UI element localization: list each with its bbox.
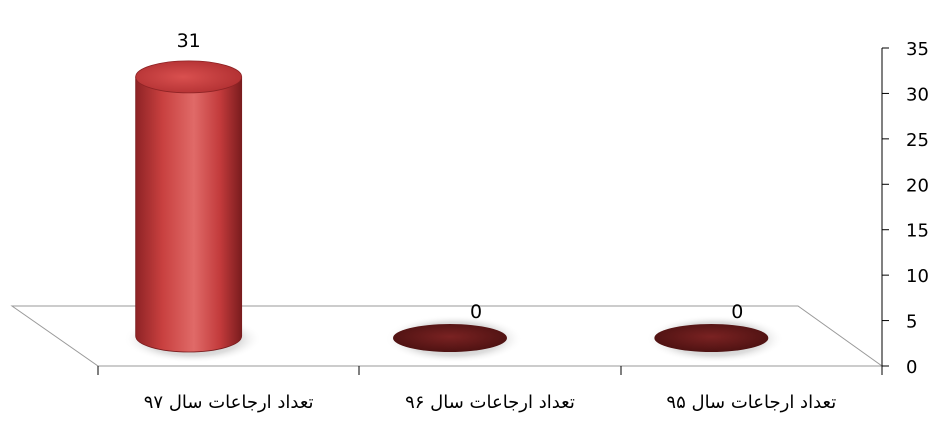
y-axis-ticks: 0 5 10 15 20 25 30 35: [882, 39, 929, 378]
y-tick-label: 30: [906, 84, 929, 105]
bar-empty-disc: [393, 324, 507, 352]
category-label: تعداد ارجاعات سال ۹۵: [666, 392, 836, 413]
data-label: 31: [177, 30, 201, 52]
bars-group: [124, 61, 785, 363]
category-label: تعداد ارجاعات سال ۹۶: [405, 392, 575, 413]
bar-cylinder: [136, 77, 242, 352]
category-label: تعداد ارجاعات سال ۹۷: [144, 392, 314, 413]
y-tick-label: 0: [906, 357, 917, 378]
y-tick-label: 15: [906, 221, 929, 242]
y-tick-label: 10: [906, 266, 929, 287]
y-tick-label: 5: [906, 312, 917, 333]
category-labels-group: تعداد ارجاعات سال ۹۷ تعداد ارجاعات سال ۹۶…: [144, 392, 836, 413]
y-tick-label: 35: [906, 39, 929, 60]
bar-empty-disc: [654, 324, 768, 352]
data-label: 0: [470, 301, 482, 323]
y-tick-label: 20: [906, 175, 929, 196]
data-label: 0: [731, 301, 743, 323]
bar-top-cap: [136, 61, 242, 93]
y-tick-label: 25: [906, 130, 929, 151]
data-labels-group: 31 0 0: [177, 30, 744, 323]
